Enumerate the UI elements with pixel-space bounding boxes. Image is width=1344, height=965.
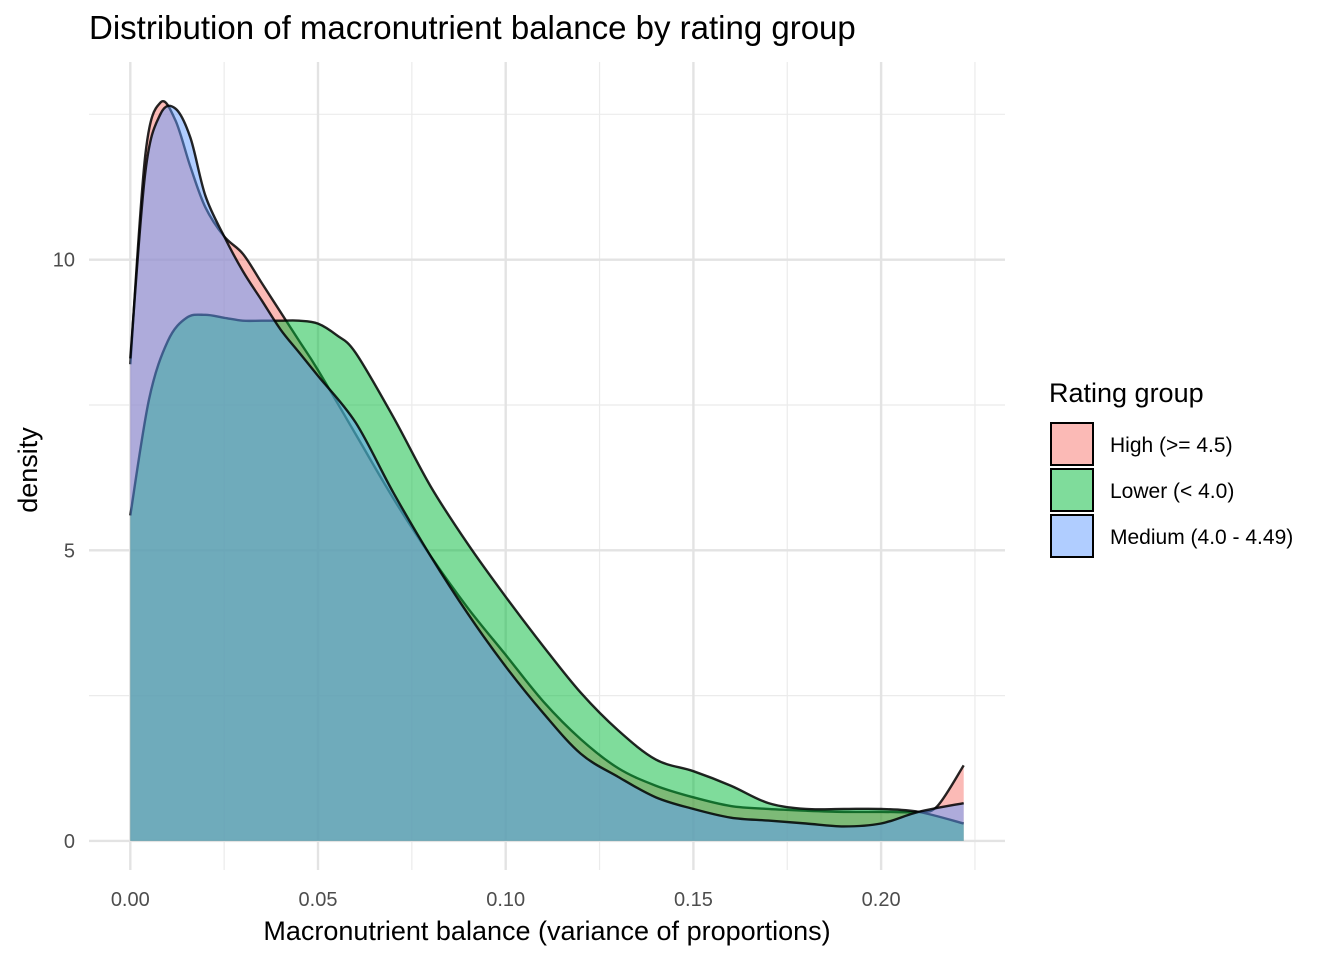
legend-label-high: High (>= 4.5) xyxy=(1110,434,1233,457)
density-outline-medium xyxy=(129,104,964,828)
x-tick-label: 0.00 xyxy=(111,889,150,911)
legend-swatch-lower xyxy=(1050,468,1094,512)
y-tick-label: 0 xyxy=(64,831,75,853)
axis-labels: 0.00 0.05 0.10 0.15 0.20 0 5 10 xyxy=(53,250,901,911)
legend-label-lower: Lower (< 4.0) xyxy=(1110,480,1234,503)
legend: Rating group High (>= 4.5) Lower (< 4.0) M… xyxy=(1049,378,1293,558)
legend-items: High (>= 4.5) Lower (< 4.0) Medium (4.0 - … xyxy=(1050,422,1293,558)
density-area-medium xyxy=(130,105,964,841)
x-tick-label: 0.05 xyxy=(299,889,338,911)
chart-title: Distribution of macronutrient balance by… xyxy=(89,9,856,46)
y-tick-label: 5 xyxy=(64,540,75,562)
x-tick-label: 0.20 xyxy=(862,889,901,911)
legend-title: Rating group xyxy=(1049,378,1204,408)
x-tick-label: 0.10 xyxy=(486,889,525,911)
density-areas xyxy=(129,100,965,841)
x-axis-title: Macronutrient balance (variance of propo… xyxy=(263,916,830,946)
y-tick-label: 10 xyxy=(53,250,75,272)
x-tick-label: 0.15 xyxy=(674,889,713,911)
legend-label-medium: Medium (4.0 - 4.49) xyxy=(1110,526,1293,549)
legend-swatch-medium xyxy=(1050,514,1094,558)
y-axis-title: density xyxy=(13,427,43,513)
legend-swatch-high xyxy=(1050,422,1094,466)
